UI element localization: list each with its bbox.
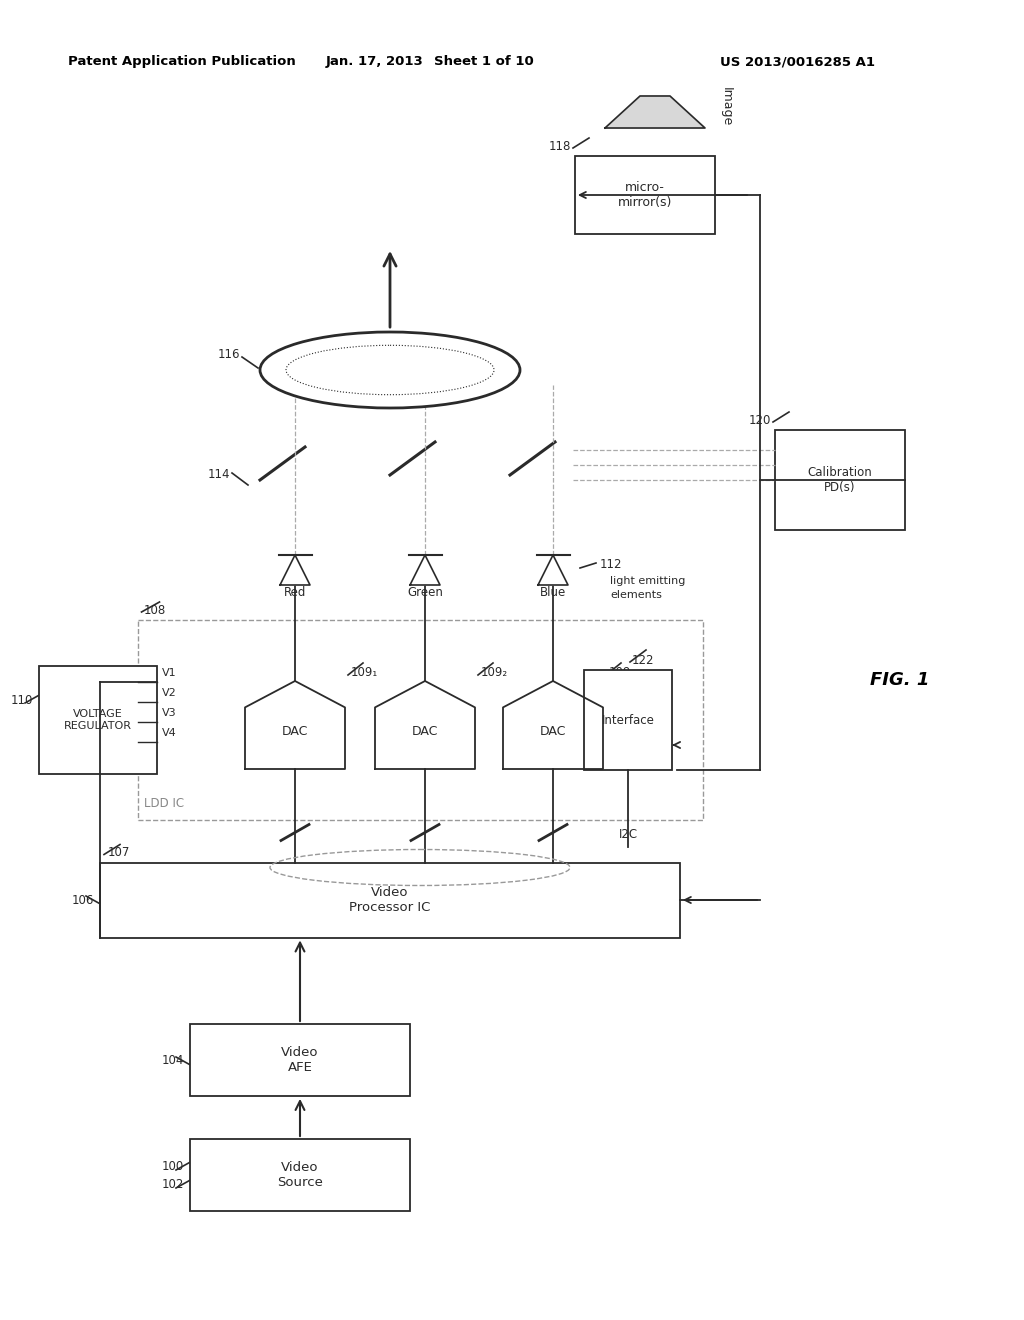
- Text: LDD IC: LDD IC: [143, 797, 183, 810]
- Bar: [190, 1139, 410, 1210]
- Bar: [39, 667, 157, 774]
- Text: Interface: Interface: [601, 714, 654, 726]
- Bar: [775, 430, 905, 531]
- Text: Blue: Blue: [540, 586, 566, 599]
- Text: V3: V3: [162, 708, 176, 718]
- Text: V2: V2: [162, 688, 177, 698]
- Bar: [584, 671, 672, 770]
- Text: 109₂: 109₂: [481, 667, 508, 680]
- Text: 110: 110: [10, 693, 33, 706]
- Polygon shape: [280, 554, 310, 585]
- Polygon shape: [538, 554, 568, 585]
- Bar: [137, 620, 702, 820]
- Polygon shape: [375, 681, 475, 770]
- Text: Calibration
PD(s): Calibration PD(s): [808, 466, 872, 494]
- Text: light emitting
elements: light emitting elements: [610, 577, 685, 599]
- Polygon shape: [245, 681, 345, 770]
- Polygon shape: [605, 96, 705, 128]
- Text: V1: V1: [162, 668, 176, 678]
- Text: Image: Image: [720, 87, 733, 127]
- Text: 112: 112: [600, 558, 623, 572]
- Text: 106: 106: [72, 894, 94, 907]
- Text: I2C: I2C: [618, 828, 638, 841]
- Text: Red: Red: [284, 586, 306, 599]
- Text: DAC: DAC: [282, 725, 308, 738]
- Text: 122: 122: [632, 653, 654, 667]
- Text: VOLTAGE
REGULATOR: VOLTAGE REGULATOR: [63, 709, 132, 731]
- Text: Video
Source: Video Source: [278, 1162, 323, 1189]
- Text: DAC: DAC: [412, 725, 438, 738]
- Text: FIG. 1: FIG. 1: [870, 671, 930, 689]
- Bar: [575, 156, 715, 234]
- Text: 109₁: 109₁: [351, 667, 378, 680]
- Text: 102: 102: [162, 1179, 184, 1192]
- Text: 114: 114: [208, 469, 230, 482]
- Text: DAC: DAC: [540, 725, 566, 738]
- Polygon shape: [503, 681, 603, 770]
- Bar: [190, 1024, 410, 1096]
- Text: Video
Processor IC: Video Processor IC: [349, 886, 431, 913]
- Text: Video
AFE: Video AFE: [282, 1045, 318, 1074]
- Text: 108: 108: [143, 603, 166, 616]
- Text: 107: 107: [108, 846, 130, 859]
- Text: 118: 118: [549, 140, 571, 153]
- Text: US 2013/0016285 A1: US 2013/0016285 A1: [720, 55, 874, 69]
- Polygon shape: [410, 554, 440, 585]
- Text: 104: 104: [162, 1053, 184, 1067]
- Text: Patent Application Publication: Patent Application Publication: [68, 55, 296, 69]
- Text: V4: V4: [162, 729, 177, 738]
- Text: 100: 100: [162, 1160, 184, 1173]
- Text: 120: 120: [749, 413, 771, 426]
- Text: 109₃: 109₃: [609, 667, 636, 680]
- Text: Jan. 17, 2013  Sheet 1 of 10: Jan. 17, 2013 Sheet 1 of 10: [326, 55, 535, 69]
- Text: Green: Green: [408, 586, 443, 599]
- Bar: [100, 862, 680, 937]
- Text: micro-
mirror(s): micro- mirror(s): [617, 181, 672, 209]
- Text: 116: 116: [217, 348, 240, 362]
- Ellipse shape: [260, 333, 520, 408]
